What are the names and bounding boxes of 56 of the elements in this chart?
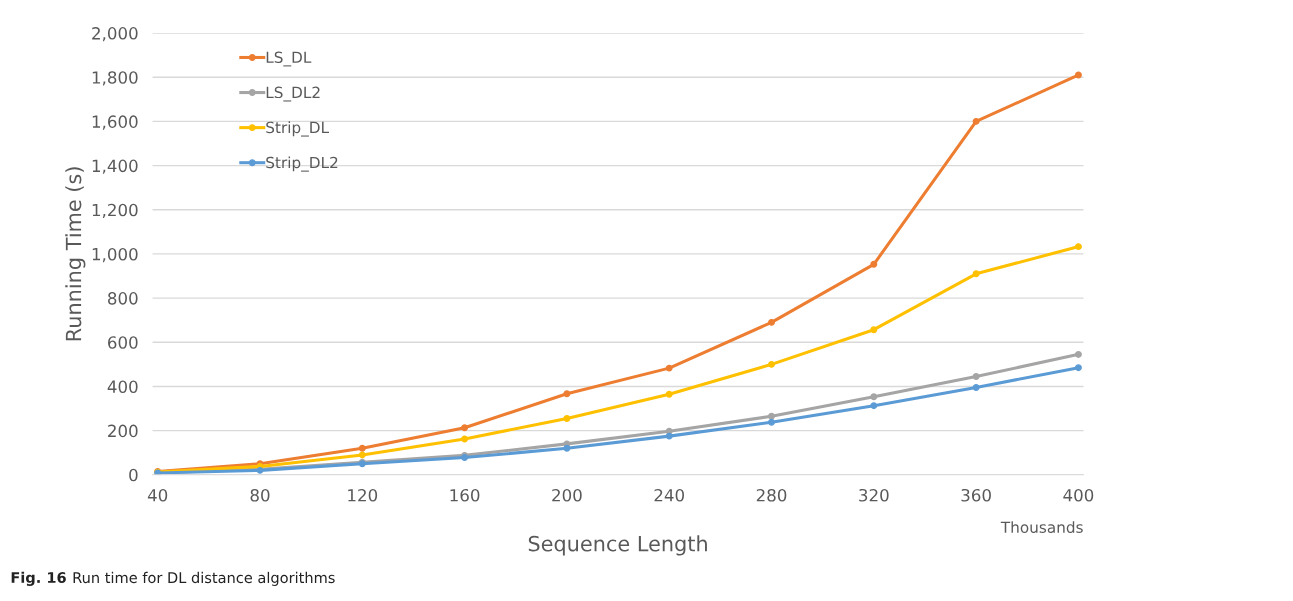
y-tick-label: 0 bbox=[129, 468, 138, 482]
x-tick-label: 280 bbox=[756, 488, 787, 502]
x-tick-label: 200 bbox=[552, 488, 582, 502]
point bbox=[972, 117, 980, 125]
y-tick-label: 1,000 bbox=[92, 247, 138, 263]
point bbox=[461, 435, 469, 443]
x-tick-label: 400 bbox=[1063, 488, 1094, 502]
point bbox=[972, 270, 980, 278]
x-tick-label: 40 bbox=[147, 488, 168, 502]
point bbox=[870, 402, 878, 410]
point bbox=[563, 414, 571, 422]
x-tick-label: 80 bbox=[250, 488, 270, 502]
point bbox=[358, 451, 366, 459]
x-tick-label: 320 bbox=[859, 488, 889, 502]
point bbox=[665, 432, 673, 440]
y-tick-label: 600 bbox=[108, 336, 138, 349]
point bbox=[665, 364, 673, 372]
y-tick-label: 1,800 bbox=[92, 71, 138, 86]
legend-label: Strip_DL2 bbox=[266, 156, 338, 172]
x-tick-label: 160 bbox=[450, 488, 480, 502]
text: Run time for DL distance algorithms bbox=[73, 571, 335, 586]
point bbox=[563, 444, 571, 452]
x-tick-label: 240 bbox=[654, 488, 684, 502]
point bbox=[768, 318, 775, 326]
text: Thousands bbox=[1000, 521, 1083, 533]
point bbox=[870, 326, 878, 334]
y-tick-label: 400 bbox=[107, 380, 138, 394]
x-axis-title: Sequence Length bbox=[528, 535, 707, 556]
point bbox=[768, 418, 775, 426]
y-tick-label: 1,600 bbox=[92, 115, 138, 130]
y-tick-label: 2,000 bbox=[92, 27, 138, 42]
y-tick-label: 200 bbox=[108, 424, 138, 438]
point bbox=[1074, 71, 1082, 79]
point bbox=[768, 360, 775, 368]
legend-label: LS_DL2 bbox=[266, 86, 320, 102]
y-tick-label: 800 bbox=[108, 292, 138, 305]
point bbox=[870, 393, 878, 401]
point bbox=[768, 412, 775, 420]
legend-label: LS_DL bbox=[266, 51, 312, 67]
point bbox=[358, 444, 366, 452]
legend-label: Strip_DL bbox=[266, 121, 329, 137]
point bbox=[563, 390, 571, 398]
caption: Fig. 16 bbox=[11, 571, 66, 586]
y-axis-title: Running Time (s) bbox=[65, 167, 86, 341]
x-tick-label: 360 bbox=[961, 488, 991, 502]
point bbox=[972, 384, 980, 392]
x-tick-label: 120 bbox=[348, 488, 378, 502]
point bbox=[870, 260, 878, 268]
point bbox=[461, 424, 469, 432]
y-tick-label: 1,400 bbox=[92, 159, 138, 174]
point bbox=[1074, 364, 1082, 372]
y-tick-label: 1,200 bbox=[92, 203, 138, 219]
point bbox=[1074, 243, 1082, 251]
point bbox=[1074, 350, 1082, 358]
point bbox=[972, 373, 980, 380]
point bbox=[665, 390, 673, 398]
